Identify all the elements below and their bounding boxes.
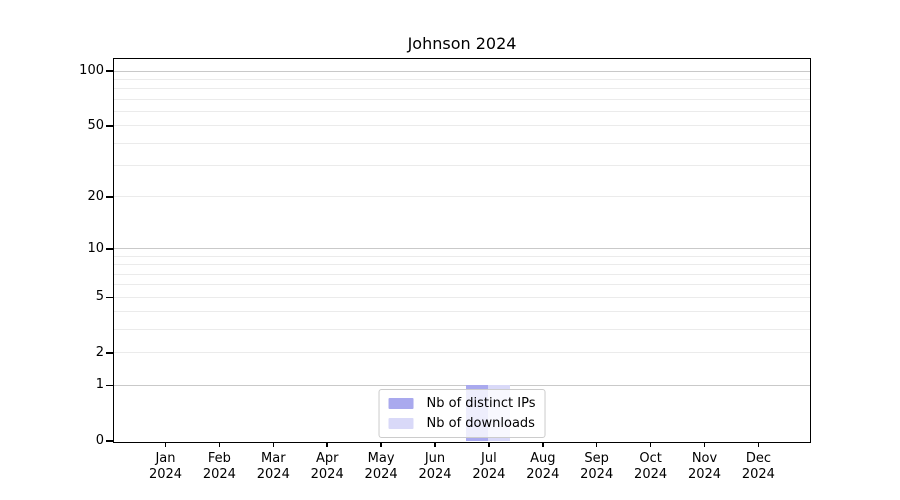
gridlines-layer bbox=[114, 59, 810, 442]
x-tick-year: 2024 bbox=[202, 467, 236, 482]
x-tick-label: Jul 2024 bbox=[459, 451, 519, 483]
legend-label-distinct-ips: Nb of distinct IPs bbox=[426, 396, 536, 411]
x-tick-year: 2024 bbox=[472, 467, 506, 482]
minor-gridline bbox=[114, 78, 810, 80]
x-tick-month: Jul bbox=[481, 451, 497, 466]
x-tick-mark bbox=[326, 442, 328, 447]
minor-gridline bbox=[114, 125, 810, 127]
x-tick-year: 2024 bbox=[526, 467, 560, 482]
y-tick-mark bbox=[106, 384, 113, 387]
x-tick-label: Jun 2024 bbox=[405, 451, 465, 483]
chart-title: Johnson 2024 bbox=[407, 34, 517, 53]
x-tick-mark bbox=[434, 442, 436, 447]
x-tick-label: Apr 2024 bbox=[297, 451, 357, 483]
x-tick-month: May bbox=[367, 451, 395, 466]
y-tick-label: 1 bbox=[95, 377, 104, 393]
x-tick-mark bbox=[703, 442, 706, 447]
minor-gridline bbox=[114, 255, 810, 257]
y-tick-label: 10 bbox=[87, 240, 104, 256]
x-tick-year: 2024 bbox=[310, 467, 344, 482]
minor-gridline bbox=[114, 165, 810, 167]
x-tick-year: 2024 bbox=[687, 467, 722, 482]
x-tick-label: Dec 2024 bbox=[728, 451, 788, 483]
x-tick-month: Nov bbox=[691, 451, 718, 466]
minor-gridline bbox=[114, 196, 810, 198]
y-tick-label: 0 bbox=[95, 433, 104, 448]
minor-gridline bbox=[114, 296, 810, 298]
x-tick-year: 2024 bbox=[741, 467, 775, 482]
y-tick-label: 100 bbox=[79, 63, 104, 78]
x-tick-year: 2024 bbox=[364, 467, 398, 482]
minor-gridline bbox=[114, 284, 810, 286]
x-tick-label: Jan 2024 bbox=[136, 451, 196, 483]
x-tick-label: Sep 2024 bbox=[567, 451, 627, 483]
x-tick-label: Nov 2024 bbox=[675, 451, 735, 483]
legend-label-downloads: Nb of downloads bbox=[426, 416, 535, 431]
x-tick-year: 2024 bbox=[256, 467, 290, 482]
x-tick-month: Jan bbox=[155, 451, 176, 466]
x-tick-month: Sep bbox=[584, 451, 609, 466]
y-tick-label: 2 bbox=[95, 344, 104, 360]
minor-gridline bbox=[114, 88, 810, 90]
x-tick-label: Mar 2024 bbox=[243, 451, 303, 483]
x-tick-month: Aug bbox=[530, 451, 556, 466]
x-tick-mark bbox=[649, 442, 652, 447]
major-gridline bbox=[114, 384, 810, 386]
x-tick-month: Feb bbox=[207, 451, 231, 466]
y-tick-mark bbox=[106, 352, 113, 354]
legend-item-downloads: Nb of downloads bbox=[388, 416, 536, 431]
x-tick-label: Oct 2024 bbox=[621, 451, 681, 483]
x-tick-label: Feb 2024 bbox=[189, 451, 249, 483]
major-gridline bbox=[114, 70, 810, 72]
minor-gridline bbox=[114, 98, 810, 100]
x-tick-month: Mar bbox=[261, 451, 286, 466]
y-tick-mark bbox=[106, 196, 113, 198]
legend-item-distinct-ips: Nb of distinct IPs bbox=[388, 396, 536, 411]
minor-gridline bbox=[114, 142, 810, 144]
x-tick-mark bbox=[757, 442, 760, 447]
y-tick-label: 50 bbox=[87, 117, 104, 133]
x-tick-mark bbox=[380, 442, 382, 447]
major-gridline bbox=[114, 248, 810, 250]
x-tick-year: 2024 bbox=[418, 467, 452, 482]
x-tick-month: Apr bbox=[315, 451, 339, 466]
y-tick-mark bbox=[106, 70, 113, 72]
minor-gridline bbox=[114, 311, 810, 313]
x-tick-label: Aug 2024 bbox=[513, 451, 573, 483]
bars-layer bbox=[114, 59, 810, 442]
y-tick-mark bbox=[106, 125, 113, 127]
x-tick-mark bbox=[272, 442, 275, 447]
minor-gridline bbox=[114, 273, 810, 275]
minor-gridline bbox=[114, 352, 810, 354]
x-tick-month: Oct bbox=[639, 451, 662, 466]
x-tick-month: Dec bbox=[745, 451, 771, 466]
x-tick-mark bbox=[218, 442, 221, 447]
legend-swatch-downloads bbox=[388, 418, 414, 429]
plot-area: Nb of distinct IPs Nb of downloads bbox=[113, 58, 811, 443]
x-tick-year: 2024 bbox=[148, 467, 183, 482]
x-tick-label: May 2024 bbox=[351, 451, 411, 483]
y-tick-mark bbox=[106, 248, 113, 250]
minor-gridline bbox=[114, 329, 810, 331]
x-tick-month: Jun bbox=[424, 451, 446, 466]
x-tick-mark bbox=[164, 442, 167, 447]
x-tick-mark bbox=[542, 442, 544, 447]
y-tick-label: 20 bbox=[87, 188, 104, 204]
legend-swatch-distinct-ips bbox=[388, 398, 414, 409]
minor-gridline bbox=[114, 110, 810, 112]
minor-gridline bbox=[114, 264, 810, 266]
y-tick-label: 5 bbox=[95, 289, 104, 305]
y-tick-mark bbox=[106, 440, 113, 442]
x-tick-mark bbox=[488, 442, 490, 447]
x-tick-mark bbox=[595, 442, 598, 447]
x-tick-year: 2024 bbox=[634, 467, 668, 482]
x-tick-year: 2024 bbox=[580, 467, 614, 482]
y-tick-mark bbox=[106, 296, 113, 299]
legend: Nb of distinct IPs Nb of downloads bbox=[378, 389, 546, 438]
